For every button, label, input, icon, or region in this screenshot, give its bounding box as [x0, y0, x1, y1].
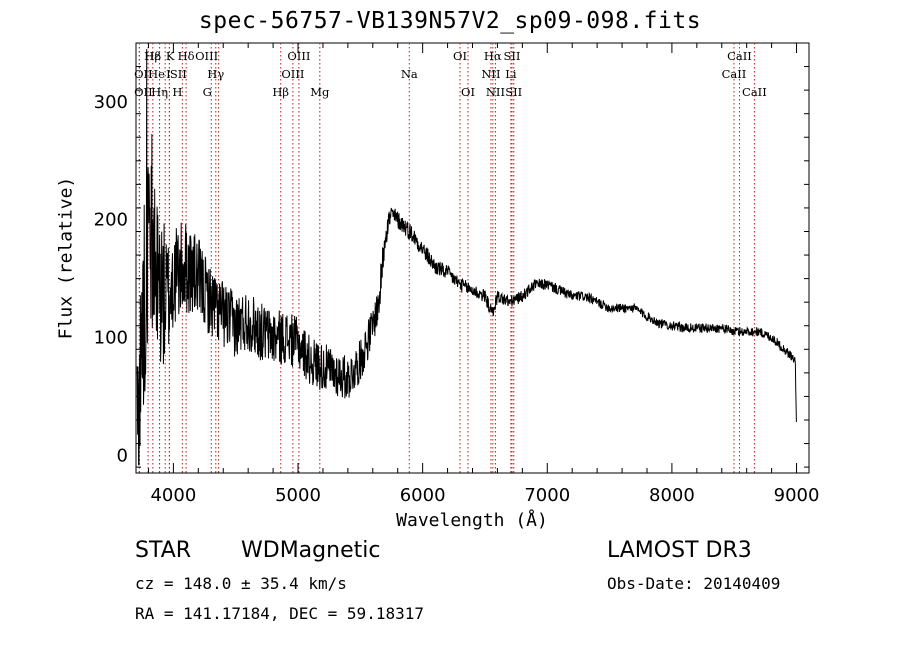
- chart-title: spec-56757-VB139N57V2_sp09-098.fits: [198, 8, 702, 34]
- line-label: OII: [134, 85, 153, 99]
- redshift-text: cz = 148.0 ± 35.4 km/s: [135, 574, 347, 593]
- y-tick-label: 200: [94, 210, 128, 231]
- line-label: Hε: [144, 49, 160, 63]
- plot-frame: [135, 42, 810, 474]
- x-axis: 4000 5000 6000 7000 8000 9000: [147, 43, 820, 506]
- line-label: He: [148, 67, 165, 81]
- coordinates-text: RA = 141.17184, DEC = 59.18317: [135, 604, 424, 623]
- line-label: H: [172, 85, 182, 99]
- observation-date: Obs-Date: 20140409: [607, 574, 781, 593]
- line-label: OIII: [281, 67, 304, 81]
- y-tick-label: 300: [94, 92, 128, 113]
- emission-line-markers: [138, 43, 755, 473]
- x-tick-label: 9000: [774, 485, 820, 506]
- line-label: OIII: [287, 49, 310, 63]
- line-label: SII: [504, 49, 521, 63]
- y-tick-label: 0: [117, 445, 128, 466]
- y-tick-label: 100: [94, 328, 128, 349]
- x-tick-label: 8000: [649, 485, 695, 506]
- line-label: Hη: [151, 85, 168, 99]
- line-label: OII: [134, 67, 153, 81]
- line-label: Na: [401, 67, 418, 81]
- flux-series-line: [136, 49, 797, 466]
- line-label: NII: [481, 67, 500, 81]
- line-label: Mg: [310, 85, 330, 99]
- survey-name: LAMOST DR3: [607, 538, 752, 563]
- line-label: Hβ: [272, 85, 289, 99]
- line-label: OI: [461, 85, 475, 99]
- line-label: I: [166, 67, 171, 81]
- object-subclass: WDMagnetic: [241, 538, 381, 563]
- y-axis-label: Flux (relative): [55, 176, 77, 340]
- line-label: SII: [170, 67, 187, 81]
- line-label: Li: [505, 67, 517, 81]
- y-axis: 0 100 200 300: [94, 66, 809, 468]
- x-axis-label: Wavelength (Å): [396, 510, 548, 531]
- line-label: CaII: [727, 49, 752, 63]
- line-label: Hα: [484, 49, 502, 63]
- x-tick-label: 4000: [150, 485, 196, 506]
- line-label: OI: [453, 49, 467, 63]
- line-label: Hγ: [207, 67, 224, 81]
- line-label: NII: [486, 85, 505, 99]
- line-label: G: [203, 85, 212, 99]
- line-label: Hβ: [144, 49, 161, 63]
- line-label: K: [166, 49, 175, 63]
- line-label: OIII: [195, 49, 218, 63]
- line-label: CaII: [722, 67, 747, 81]
- line-label: Hδ: [178, 49, 195, 63]
- x-tick-label: 7000: [524, 485, 570, 506]
- line-label: CaII: [742, 85, 767, 99]
- line-label: SII: [505, 85, 522, 99]
- x-tick-label: 6000: [400, 485, 446, 506]
- x-tick-label: 5000: [275, 485, 321, 506]
- object-class: STAR: [135, 538, 192, 563]
